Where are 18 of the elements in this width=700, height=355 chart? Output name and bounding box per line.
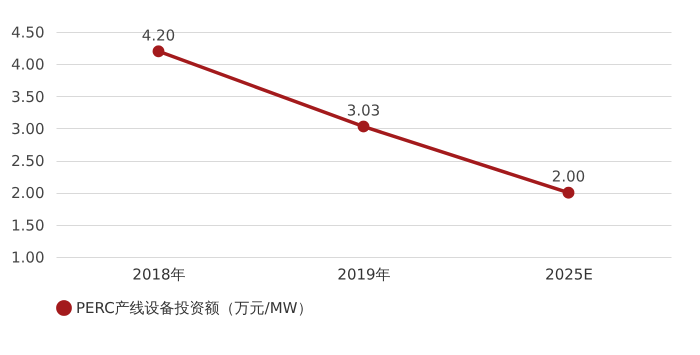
data-label: 2.00 (552, 168, 586, 186)
y-tick-label: 2.50 (11, 152, 44, 170)
y-tick-label: 4.00 (11, 56, 44, 74)
x-tick-label: 2025E (545, 266, 593, 284)
y-tick-label: 4.50 (11, 24, 44, 42)
y-tick-label: 2.00 (11, 184, 44, 202)
x-tick-label: 2018年 (132, 266, 186, 284)
legend-label: PERC产线设备投资额（万元/MW） (76, 299, 312, 317)
point (562, 186, 574, 199)
x-tick-label: 2019年 (337, 266, 391, 284)
point (358, 120, 370, 132)
data-label: 4.20 (142, 26, 176, 44)
data-label: 3.03 (346, 102, 380, 120)
point (152, 45, 164, 58)
y-tick-label: 1.50 (11, 216, 44, 234)
y-tick-label: 1.00 (11, 248, 44, 266)
y-tick-label: 3.50 (11, 88, 44, 106)
y-tick-label: 3.00 (11, 120, 44, 138)
